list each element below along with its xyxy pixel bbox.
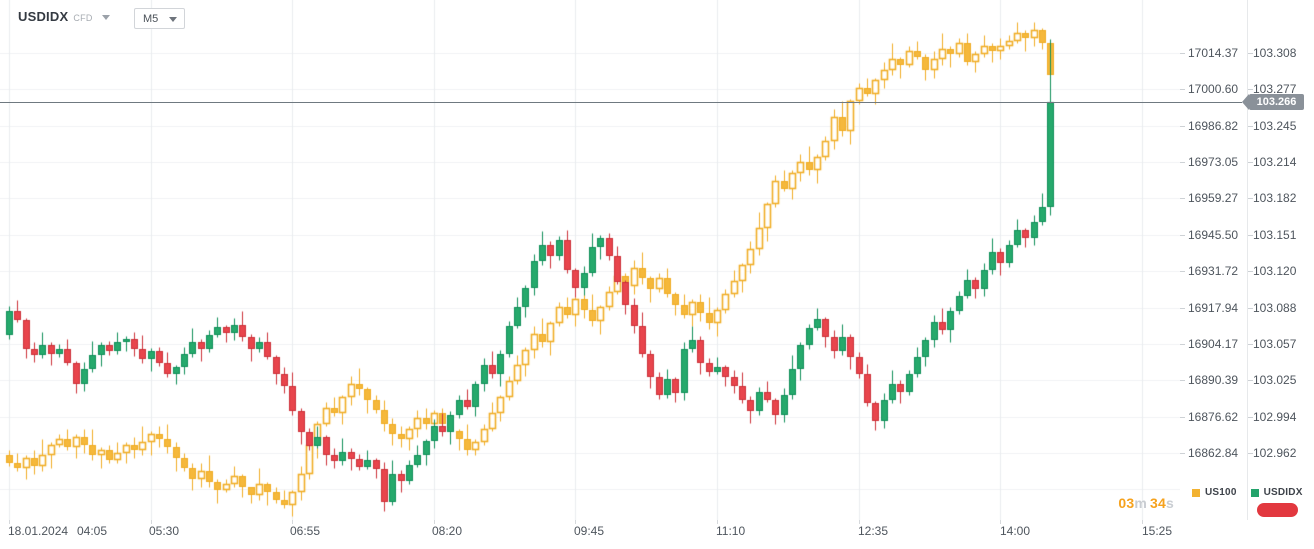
time-axis-tick: [9, 520, 10, 524]
price-axis-tick: [1180, 271, 1185, 272]
price-axis-label-us100: 16917.94: [1188, 301, 1239, 315]
chevron-down-icon: [101, 15, 110, 20]
price-axis-label-usdidx: 103.057: [1253, 337, 1297, 351]
price-axis-tick: [1248, 380, 1253, 381]
price-axis-tick: [1180, 235, 1185, 236]
price-axis-tick: [1248, 89, 1253, 90]
price-axis-tick: [1180, 344, 1185, 345]
current-price-value: 103.266: [1256, 96, 1297, 108]
price-axis-tick: [1180, 53, 1185, 54]
time-axis-tick: [292, 520, 293, 524]
red-badge[interactable]: [1257, 503, 1298, 517]
countdown-minutes: 03: [1118, 495, 1135, 511]
price-axis-label-usdidx: 103.245: [1253, 119, 1297, 133]
chart-legend: US100 USDIDX: [1192, 487, 1303, 498]
price-axis-tick: [1180, 126, 1185, 127]
time-axis-tick: [1000, 520, 1001, 524]
time-axis-tick: [575, 520, 576, 524]
time-axis[interactable]: 18.01.2024 04:05 05:30 06:55 08:20 09:45 11:10…: [0, 520, 1314, 549]
time-axis-label: 09:45: [574, 524, 605, 538]
price-axis-tick: [1180, 308, 1185, 309]
time-axis-label: 06:55: [290, 524, 321, 538]
price-axis-label-usdidx: 103.151: [1253, 228, 1297, 242]
price-axis-label-us100: 16973.05: [1188, 155, 1239, 169]
time-axis-label: 18.01.2024: [8, 524, 69, 538]
price-axis-label-us100: 16876.62: [1188, 410, 1239, 424]
countdown-minutes-unit: m: [1134, 495, 1148, 511]
price-axis-label-us100: 16931.72: [1188, 264, 1239, 278]
time-axis-tick: [434, 520, 435, 524]
price-axis-tick: [1180, 380, 1185, 381]
time-axis-tick: [151, 520, 152, 524]
price-axis-tick: [1248, 235, 1253, 236]
time-axis-label: 05:30: [149, 524, 180, 538]
price-axis-label-usdidx: 102.962: [1253, 446, 1297, 460]
countdown-seconds: 34: [1150, 495, 1166, 511]
price-axis[interactable]: 17014.37 103.308 17000.60 103.277 16986.82 10…: [1180, 0, 1314, 520]
price-axis-label-us100: 16862.84: [1188, 446, 1239, 460]
us100-color-swatch: [1192, 488, 1200, 497]
symbol-name: USDIDX: [18, 9, 69, 24]
time-axis-label: 11:10: [716, 524, 746, 538]
timeframe-selector[interactable]: M5: [134, 8, 186, 29]
price-axis-label-usdidx: 102.994: [1253, 410, 1297, 424]
price-axis-tick: [1248, 198, 1253, 199]
price-axis-label-us100: 16986.82: [1188, 119, 1239, 133]
timeframe-label: M5: [143, 12, 159, 25]
price-axis-label-us100: 17014.37: [1188, 46, 1239, 60]
price-axis-tick: [1248, 271, 1253, 272]
current-price-line: [0, 102, 1242, 103]
legend-label-usdidx: USDIDX: [1263, 487, 1303, 498]
time-axis-tick: [1142, 520, 1143, 524]
usdidx-color-swatch: [1250, 488, 1259, 497]
time-axis-label: 04:05: [77, 524, 108, 538]
chevron-down-icon: [169, 16, 178, 22]
price-axis-tick: [1180, 89, 1185, 90]
price-axis-tick: [1248, 53, 1253, 54]
instrument-type-label: CFD: [73, 12, 93, 23]
time-axis-label: 14:00: [1000, 524, 1031, 538]
price-axis-label-usdidx: 103.120: [1253, 264, 1297, 278]
candle-countdown: 03m 34s: [1098, 495, 1174, 511]
legend-label-us100: US100: [1205, 487, 1237, 498]
price-axis-label-us100: 16959.27: [1188, 191, 1239, 205]
time-axis-tick: [717, 520, 718, 524]
price-axis-label-usdidx: 103.277: [1253, 82, 1297, 96]
time-axis-tick: [859, 520, 860, 524]
price-axis-tick: [1248, 308, 1253, 309]
price-axis-tick: [1180, 162, 1185, 163]
price-axis-label-us100: 16904.17: [1188, 337, 1239, 351]
price-axis-tick: [1248, 453, 1253, 454]
time-axis-label: 08:20: [432, 524, 463, 538]
price-axis-tick: [1248, 344, 1253, 345]
price-axis-label-usdidx: 103.182: [1253, 191, 1297, 205]
candlestick-chart-canvas[interactable]: [0, 0, 1180, 520]
price-axis-label-usdidx: 103.088: [1253, 301, 1297, 315]
price-axis-label-usdidx: 103.025: [1253, 373, 1297, 387]
countdown-seconds-unit: s: [1166, 495, 1174, 511]
axis-separator: [1247, 0, 1248, 520]
legend-item-usdidx[interactable]: USDIDX: [1250, 487, 1303, 498]
symbol-selector[interactable]: USDIDX CFD: [18, 9, 110, 24]
legend-item-us100[interactable]: US100: [1192, 487, 1237, 498]
price-axis-tick: [1248, 162, 1253, 163]
price-axis-label-usdidx: 103.214: [1253, 155, 1297, 169]
price-axis-label-us100: 17000.60: [1188, 82, 1239, 96]
price-axis-label-us100: 16945.50: [1188, 228, 1239, 242]
price-axis-tick: [1180, 453, 1185, 454]
price-axis-tick: [1180, 198, 1185, 199]
price-axis-tick: [1180, 417, 1185, 418]
price-axis-label-us100: 16890.39: [1188, 373, 1239, 387]
price-axis-tick: [1248, 417, 1253, 418]
current-price-tag: 103.266: [1242, 94, 1304, 110]
time-axis-label: 12:35: [858, 524, 889, 538]
time-axis-label: 15:25: [1142, 524, 1173, 538]
price-axis-label-usdidx: 103.308: [1253, 46, 1297, 60]
price-axis-tick: [1248, 126, 1253, 127]
